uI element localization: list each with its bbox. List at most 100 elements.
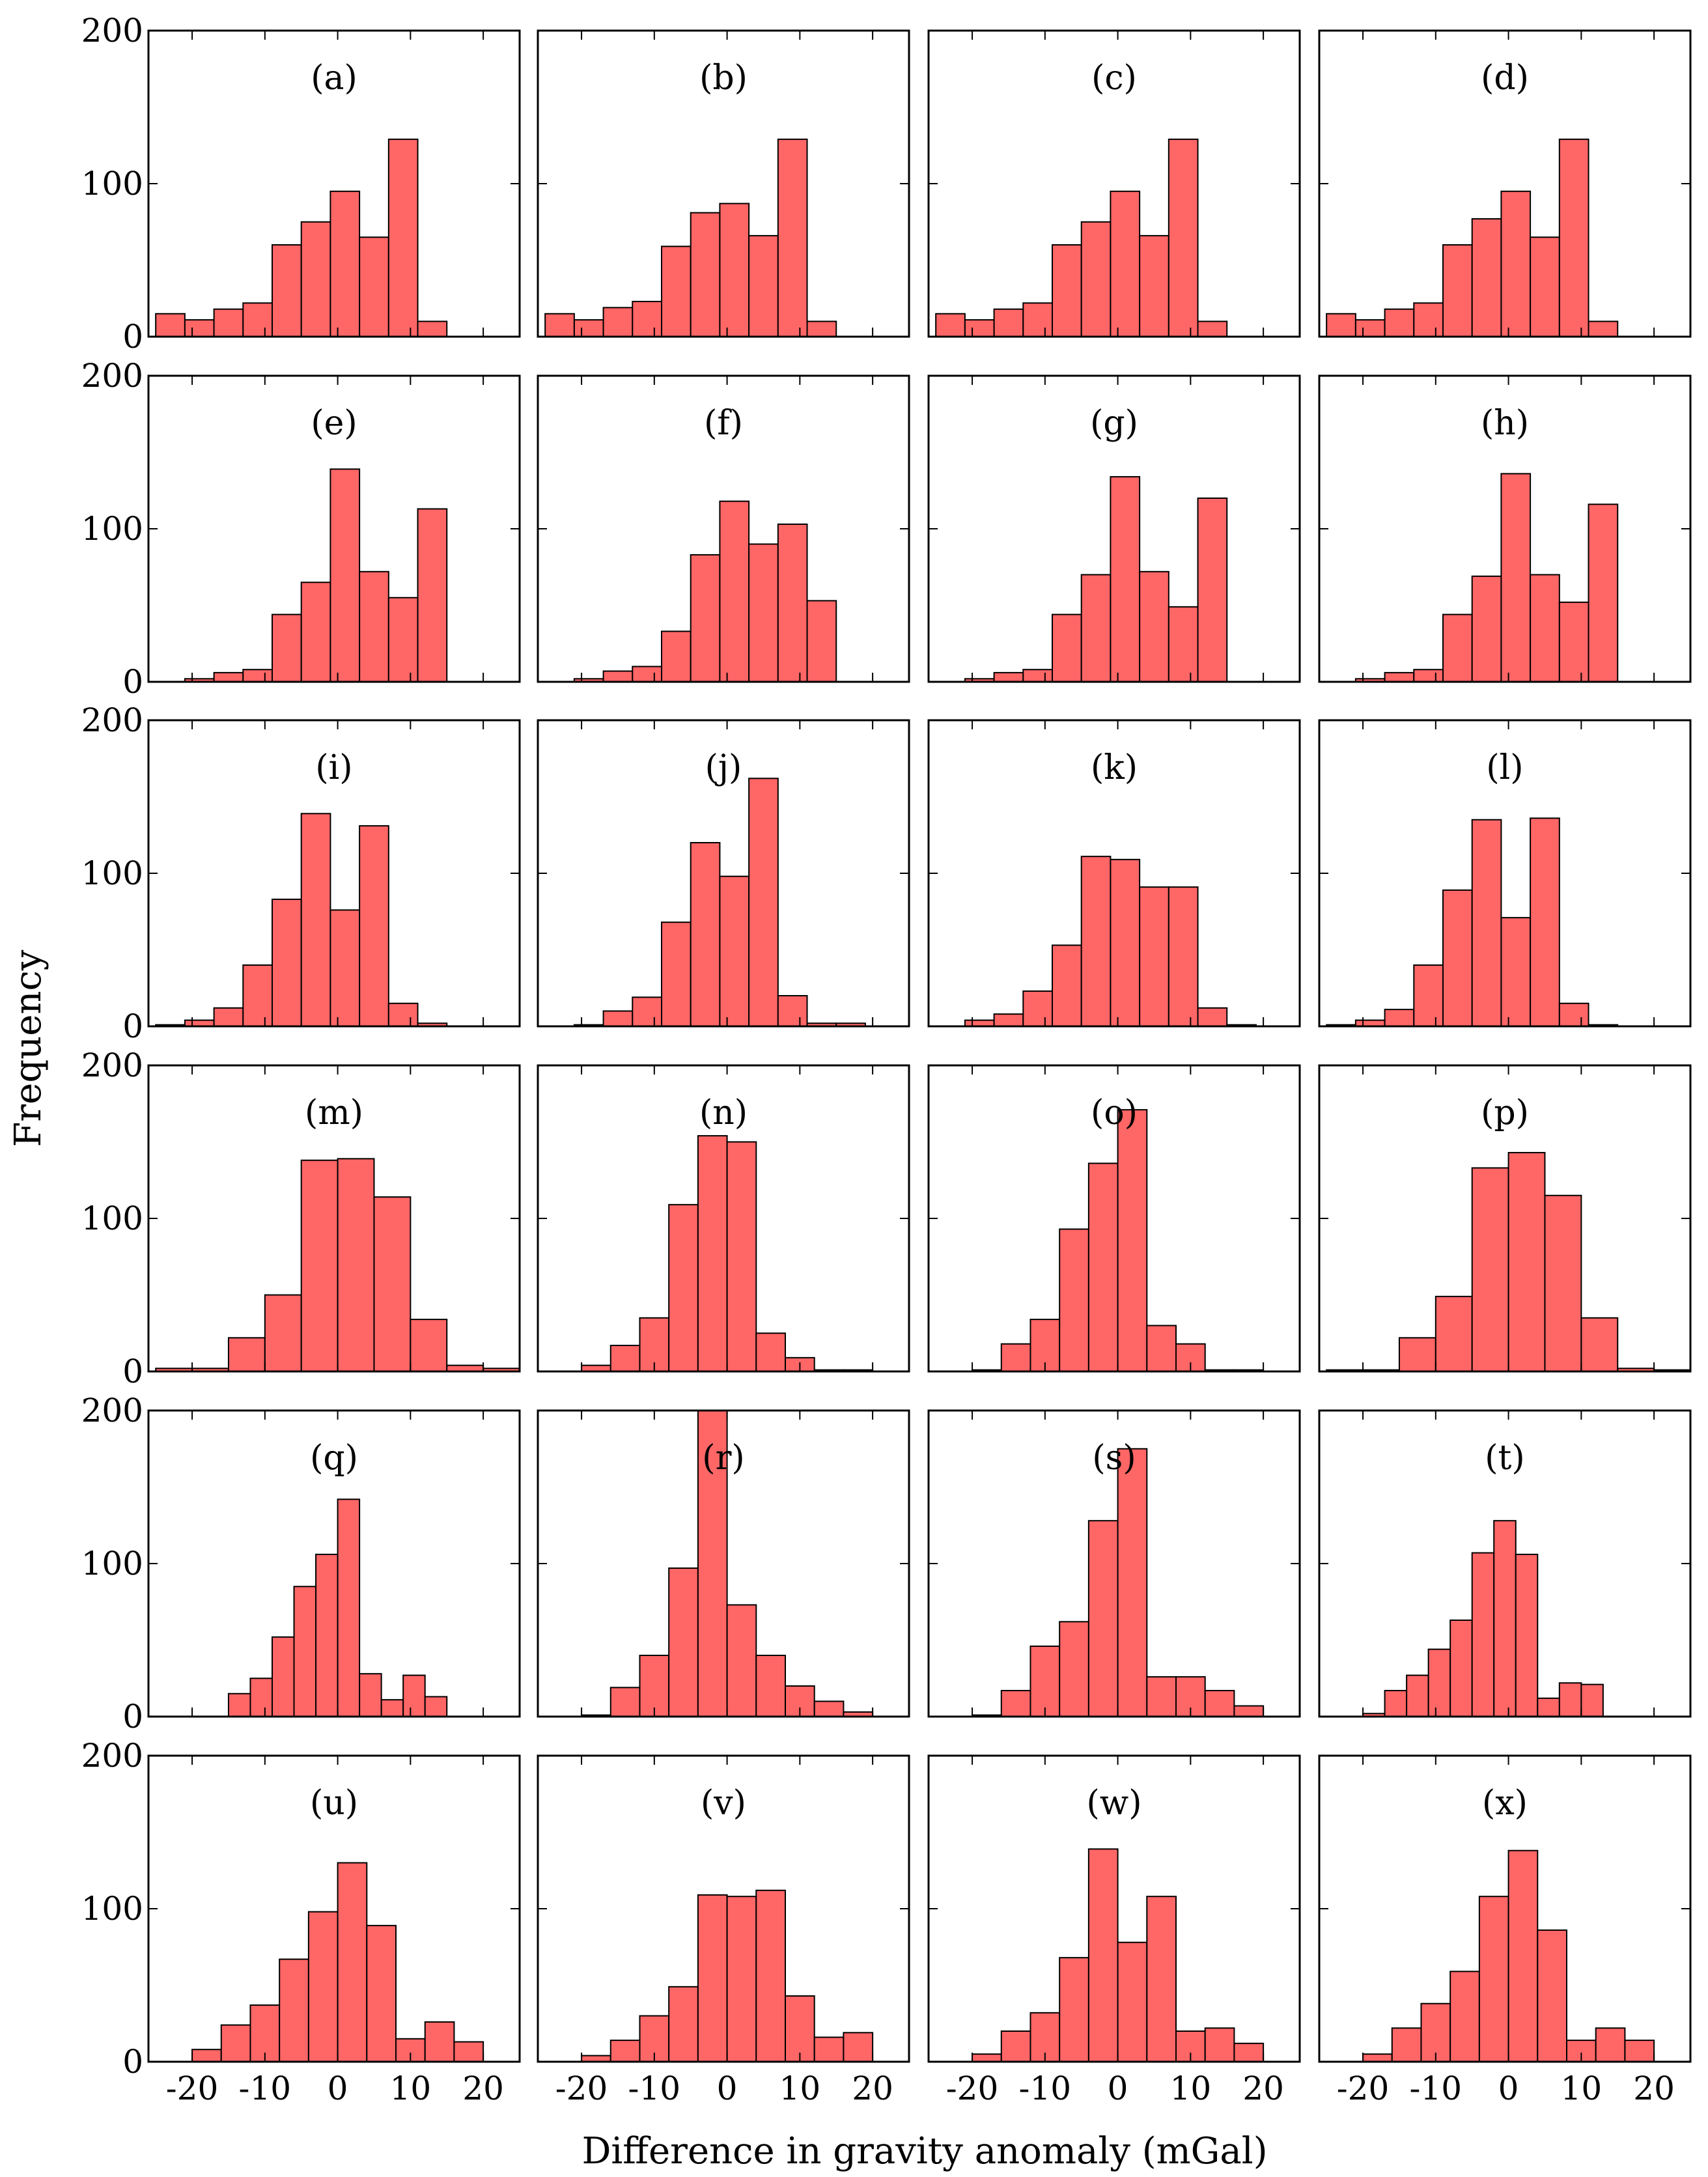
histogram-bar bbox=[748, 543, 779, 682]
panel-q: 0 100 200 (q) bbox=[81, 1392, 521, 1735]
histogram-bar bbox=[1139, 234, 1169, 337]
histogram-bar bbox=[1580, 1317, 1619, 1372]
histogram-bar bbox=[1146, 1896, 1177, 2062]
histogram-bar bbox=[1398, 1337, 1436, 1373]
panel-label: (e) bbox=[311, 404, 357, 443]
panel-label: (g) bbox=[1090, 404, 1138, 443]
histogram-bar bbox=[1558, 138, 1589, 337]
histogram-bar bbox=[1471, 218, 1502, 337]
histogram-bar bbox=[632, 996, 663, 1027]
histogram-bar bbox=[1117, 1941, 1148, 2062]
histogram-bar bbox=[366, 1924, 397, 2063]
x-tick-label: 10 bbox=[390, 2070, 432, 2107]
histogram-bar bbox=[602, 307, 634, 338]
histogram-bar bbox=[1139, 886, 1169, 1028]
y-tick-label: 100 bbox=[81, 510, 143, 548]
x-tick-label: -10 bbox=[1019, 2070, 1072, 2107]
histogram-bar bbox=[1146, 1676, 1177, 1717]
histogram-bar bbox=[697, 1894, 728, 2063]
bar-group bbox=[964, 856, 1257, 1028]
x-tick-label: 10 bbox=[1170, 2070, 1212, 2107]
histogram-bar bbox=[964, 319, 995, 337]
x-tick-label: 10 bbox=[1561, 2070, 1603, 2107]
panel-a: 0 100 200 (a) bbox=[81, 12, 521, 356]
histogram-bar bbox=[380, 1699, 404, 1717]
panel-label: (d) bbox=[1481, 59, 1529, 98]
histogram-bar bbox=[1087, 1520, 1119, 1717]
histogram-bar bbox=[242, 302, 273, 337]
y-tick-label: 0 bbox=[122, 1353, 143, 1390]
histogram-bar bbox=[690, 212, 721, 337]
histogram-bar bbox=[1233, 2042, 1265, 2063]
bar-group bbox=[972, 1109, 1265, 1373]
panel-t: (t) bbox=[1318, 1409, 1692, 1718]
histogram-bar bbox=[1595, 2027, 1626, 2063]
histogram-bar bbox=[373, 1196, 412, 1372]
y-tick-label: 0 bbox=[122, 318, 143, 356]
histogram-bar bbox=[813, 1700, 845, 1717]
bar-group bbox=[1362, 1849, 1655, 2063]
histogram-bar bbox=[1449, 1971, 1480, 2063]
histogram-bar bbox=[359, 825, 389, 1028]
histogram-bar bbox=[1427, 1648, 1451, 1718]
histogram-bar bbox=[1022, 302, 1053, 337]
histogram-bar bbox=[1478, 1896, 1509, 2062]
panel-label: (w) bbox=[1086, 1784, 1141, 1823]
panel-x: -20 -10 0 10 20 (x) bbox=[1318, 1754, 1692, 2107]
x-tick-label: 20 bbox=[462, 2070, 504, 2107]
histogram-bar bbox=[1204, 1690, 1235, 1718]
histogram-bar bbox=[602, 670, 634, 683]
histogram-bar bbox=[227, 1337, 266, 1373]
bar-group bbox=[544, 138, 837, 338]
bar-group bbox=[184, 468, 448, 683]
y-tick-label: 0 bbox=[122, 663, 143, 701]
x-tick-label: -20 bbox=[166, 2070, 219, 2107]
histogram-bar bbox=[1117, 1448, 1148, 1717]
histogram-bar bbox=[993, 308, 1024, 338]
histogram-bar bbox=[337, 1498, 361, 1718]
histogram-bar bbox=[1000, 1343, 1031, 1372]
histogram-bar bbox=[544, 313, 575, 337]
histogram-bar bbox=[632, 300, 663, 338]
histogram-bar bbox=[242, 964, 273, 1027]
histogram-bar bbox=[602, 1010, 634, 1027]
histogram-bar bbox=[1110, 476, 1141, 682]
y-tick-label: 200 bbox=[81, 1392, 143, 1429]
histogram-bar bbox=[1449, 1619, 1473, 1717]
histogram-bar bbox=[300, 813, 331, 1027]
histogram-bar bbox=[1168, 886, 1199, 1028]
histogram-bar bbox=[1059, 1228, 1089, 1372]
histogram-bar bbox=[1022, 990, 1053, 1027]
histogram-bar bbox=[1354, 319, 1386, 337]
histogram-bar bbox=[417, 320, 448, 337]
histogram-bar bbox=[1558, 601, 1589, 682]
histogram-bar bbox=[279, 1958, 309, 2063]
histogram-bar bbox=[293, 1586, 317, 1717]
histogram-bar bbox=[1326, 313, 1356, 337]
histogram-bar bbox=[726, 1141, 757, 1372]
histogram-bar bbox=[726, 1896, 757, 2062]
histogram-bar bbox=[755, 1655, 786, 1717]
histogram-bar bbox=[972, 2053, 1002, 2062]
histogram-bar bbox=[573, 319, 604, 337]
panel-label: (n) bbox=[699, 1093, 748, 1132]
histogram-bar bbox=[1052, 244, 1082, 337]
panel-label: (s) bbox=[1092, 1439, 1136, 1478]
panel-s: (s) bbox=[927, 1409, 1301, 1718]
histogram-bar bbox=[806, 320, 837, 337]
histogram-bar bbox=[1022, 669, 1053, 682]
histogram-bar bbox=[1406, 1674, 1429, 1718]
histogram-bar bbox=[1493, 1520, 1517, 1717]
histogram-bar bbox=[609, 2040, 641, 2063]
histogram-bar bbox=[777, 138, 808, 337]
panel-k: (k) bbox=[927, 719, 1301, 1028]
histogram-bar bbox=[359, 236, 389, 337]
panel-label: (c) bbox=[1091, 59, 1137, 98]
histogram-bar bbox=[1080, 221, 1112, 337]
bar-group bbox=[573, 500, 837, 683]
panel-label: (o) bbox=[1091, 1093, 1138, 1132]
histogram-bar bbox=[213, 1007, 244, 1028]
histogram-bar bbox=[1000, 1690, 1031, 1718]
panel-label: (m) bbox=[305, 1093, 363, 1132]
panel-e: 0 100 200 (e) bbox=[81, 357, 521, 701]
